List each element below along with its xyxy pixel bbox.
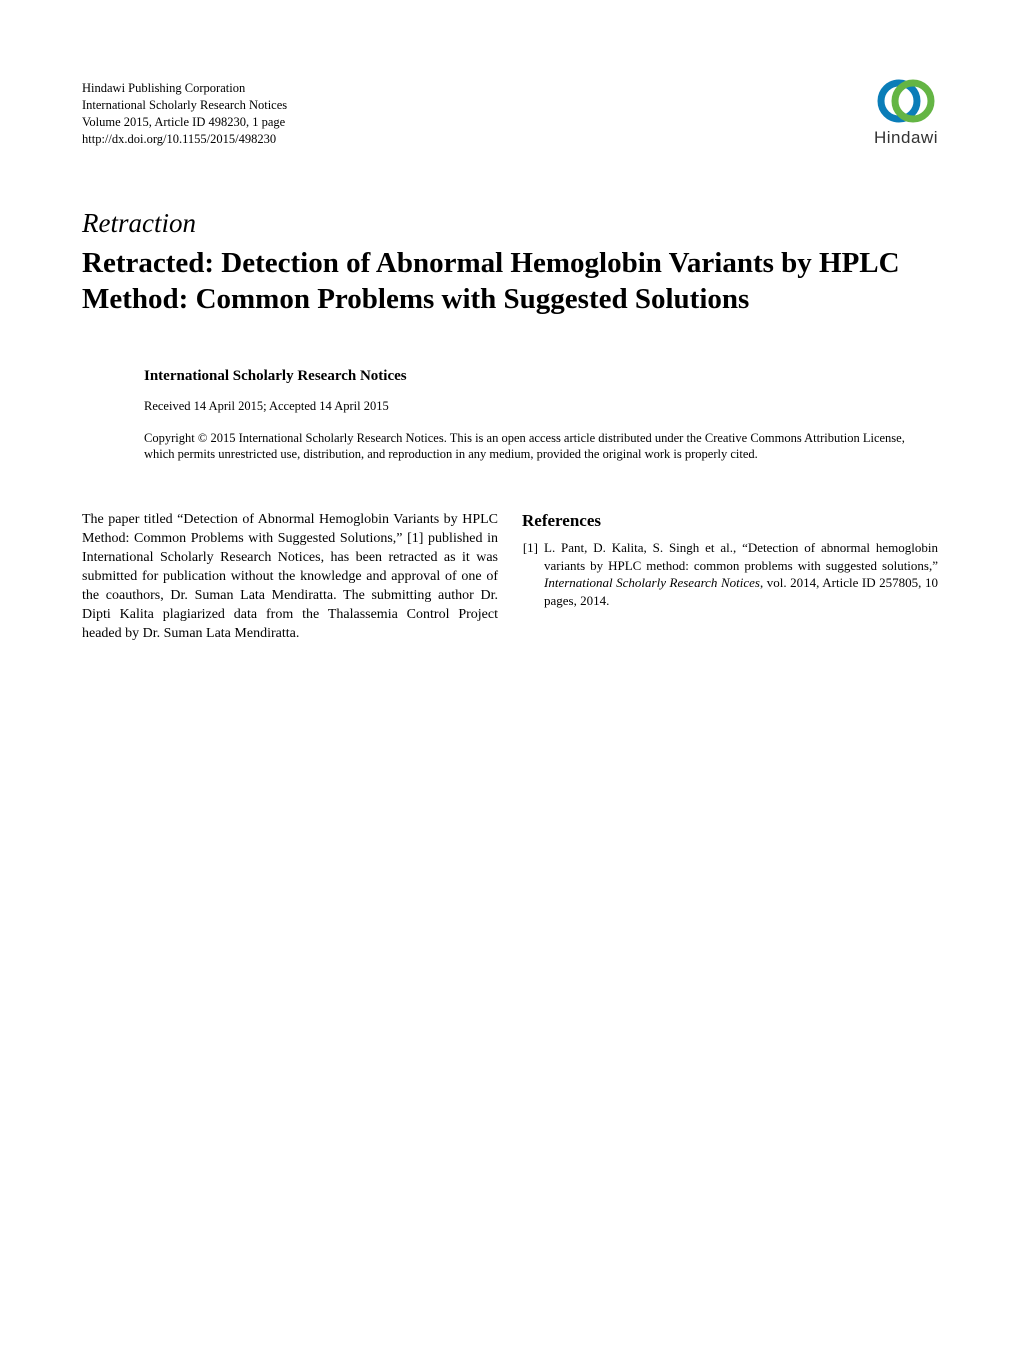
reference-text: L. Pant, D. Kalita, S. Singh et al., “De…: [544, 539, 938, 609]
reference-authors: L. Pant, D. Kalita, S. Singh et al.,: [544, 540, 742, 555]
references-heading: References: [522, 511, 938, 531]
journal-name-body: International Scholarly Research Notices: [144, 368, 938, 385]
reference-journal: International Scholarly Research Notices: [544, 575, 760, 590]
article-type-label: Retraction: [82, 208, 938, 239]
copyright-statement: Copyright © 2015 International Scholarly…: [144, 430, 938, 464]
hindawi-logo-icon: [874, 76, 938, 126]
metadata-block: International Scholarly Research Notices…: [82, 368, 938, 464]
retraction-body-text: The paper titled “Detection of Abnormal …: [82, 511, 498, 643]
volume-article-line: Volume 2015, Article ID 498230, 1 page: [82, 114, 287, 131]
hindawi-logo-text: Hindawi: [874, 128, 938, 148]
doi-line: http://dx.doi.org/10.1155/2015/498230: [82, 131, 287, 148]
publisher-name: Hindawi Publishing Corporation: [82, 80, 287, 97]
article-body-columns: The paper titled “Detection of Abnormal …: [82, 511, 938, 643]
reference-item: [1] L. Pant, D. Kalita, S. Singh et al.,…: [522, 539, 938, 609]
publisher-logo: Hindawi: [874, 76, 938, 148]
reference-number: [1]: [522, 539, 544, 609]
publisher-info: Hindawi Publishing Corporation Internati…: [82, 80, 287, 148]
received-accepted-dates: Received 14 April 2015; Accepted 14 Apri…: [144, 399, 938, 414]
article-title: Retracted: Detection of Abnormal Hemoglo…: [82, 245, 938, 318]
journal-name-header: International Scholarly Research Notices: [82, 97, 287, 114]
document-header: Hindawi Publishing Corporation Internati…: [82, 80, 938, 148]
